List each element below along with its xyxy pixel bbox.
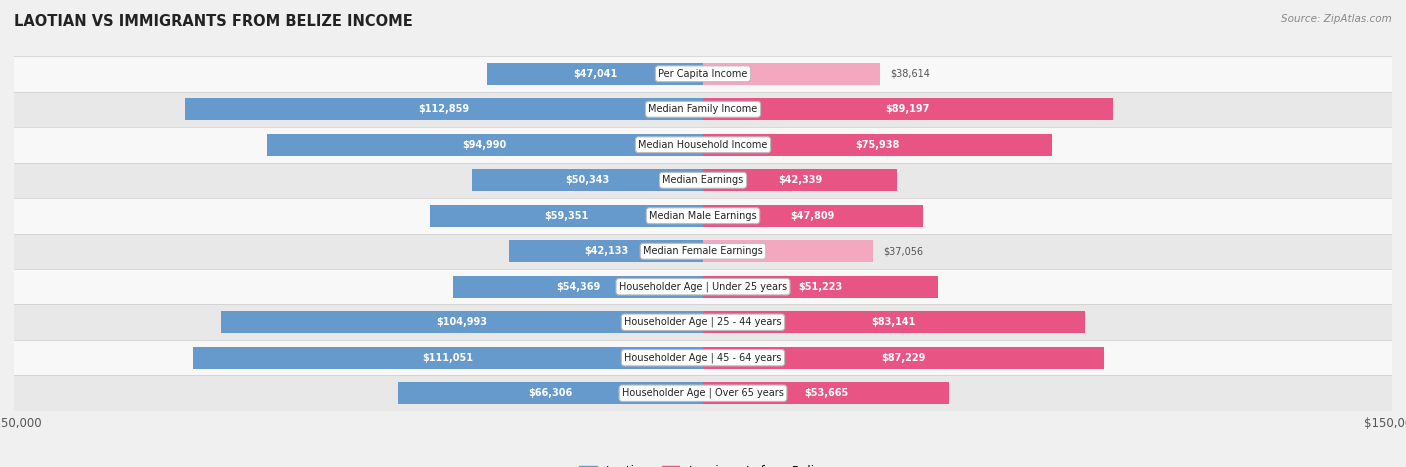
- Text: Householder Age | 45 - 64 years: Householder Age | 45 - 64 years: [624, 353, 782, 363]
- Text: $47,041: $47,041: [572, 69, 617, 79]
- Text: Median Male Earnings: Median Male Earnings: [650, 211, 756, 221]
- Bar: [509, 240, 703, 262]
- Text: $54,369: $54,369: [555, 282, 600, 292]
- Text: $59,351: $59,351: [544, 211, 589, 221]
- Bar: [14, 127, 1392, 163]
- Text: Median Family Income: Median Family Income: [648, 104, 758, 114]
- Bar: [14, 269, 1392, 304]
- Text: $51,223: $51,223: [799, 282, 842, 292]
- Text: $87,229: $87,229: [882, 353, 925, 363]
- Bar: [703, 205, 922, 227]
- Text: Householder Age | Under 25 years: Householder Age | Under 25 years: [619, 282, 787, 292]
- Bar: [472, 169, 703, 191]
- Bar: [703, 98, 1112, 120]
- Bar: [703, 169, 897, 191]
- Bar: [14, 340, 1392, 375]
- Text: $42,133: $42,133: [583, 246, 628, 256]
- Text: $53,665: $53,665: [804, 388, 848, 398]
- Bar: [193, 347, 703, 369]
- Bar: [703, 134, 1052, 156]
- Legend: Laotian, Immigrants from Belize: Laotian, Immigrants from Belize: [574, 460, 832, 467]
- Text: LAOTIAN VS IMMIGRANTS FROM BELIZE INCOME: LAOTIAN VS IMMIGRANTS FROM BELIZE INCOME: [14, 14, 413, 29]
- Bar: [703, 63, 880, 85]
- Text: Per Capita Income: Per Capita Income: [658, 69, 748, 79]
- Bar: [14, 56, 1392, 92]
- Bar: [703, 240, 873, 262]
- Text: Householder Age | 25 - 44 years: Householder Age | 25 - 44 years: [624, 317, 782, 327]
- Bar: [703, 311, 1085, 333]
- Bar: [184, 98, 703, 120]
- Bar: [486, 63, 703, 85]
- Bar: [703, 347, 1104, 369]
- Bar: [703, 382, 949, 404]
- Bar: [14, 163, 1392, 198]
- Bar: [14, 304, 1392, 340]
- Text: $50,343: $50,343: [565, 175, 610, 185]
- Text: $104,993: $104,993: [436, 317, 488, 327]
- Bar: [430, 205, 703, 227]
- Bar: [453, 276, 703, 298]
- Bar: [221, 311, 703, 333]
- Text: $66,306: $66,306: [529, 388, 572, 398]
- Text: Median Female Earnings: Median Female Earnings: [643, 246, 763, 256]
- Text: $38,614: $38,614: [890, 69, 931, 79]
- Text: $47,809: $47,809: [790, 211, 835, 221]
- Text: Median Household Income: Median Household Income: [638, 140, 768, 150]
- Text: Householder Age | Over 65 years: Householder Age | Over 65 years: [621, 388, 785, 398]
- Text: $75,938: $75,938: [855, 140, 900, 150]
- Bar: [703, 276, 938, 298]
- Bar: [267, 134, 703, 156]
- Bar: [14, 375, 1392, 411]
- Text: $37,056: $37,056: [883, 246, 924, 256]
- Text: Median Earnings: Median Earnings: [662, 175, 744, 185]
- Text: $112,859: $112,859: [418, 104, 470, 114]
- Text: $42,339: $42,339: [778, 175, 823, 185]
- Bar: [14, 234, 1392, 269]
- Text: Source: ZipAtlas.com: Source: ZipAtlas.com: [1281, 14, 1392, 24]
- Text: $83,141: $83,141: [872, 317, 917, 327]
- Text: $111,051: $111,051: [422, 353, 474, 363]
- Bar: [14, 92, 1392, 127]
- Text: $94,990: $94,990: [463, 140, 508, 150]
- Text: $89,197: $89,197: [886, 104, 929, 114]
- Bar: [398, 382, 703, 404]
- Bar: [14, 198, 1392, 234]
